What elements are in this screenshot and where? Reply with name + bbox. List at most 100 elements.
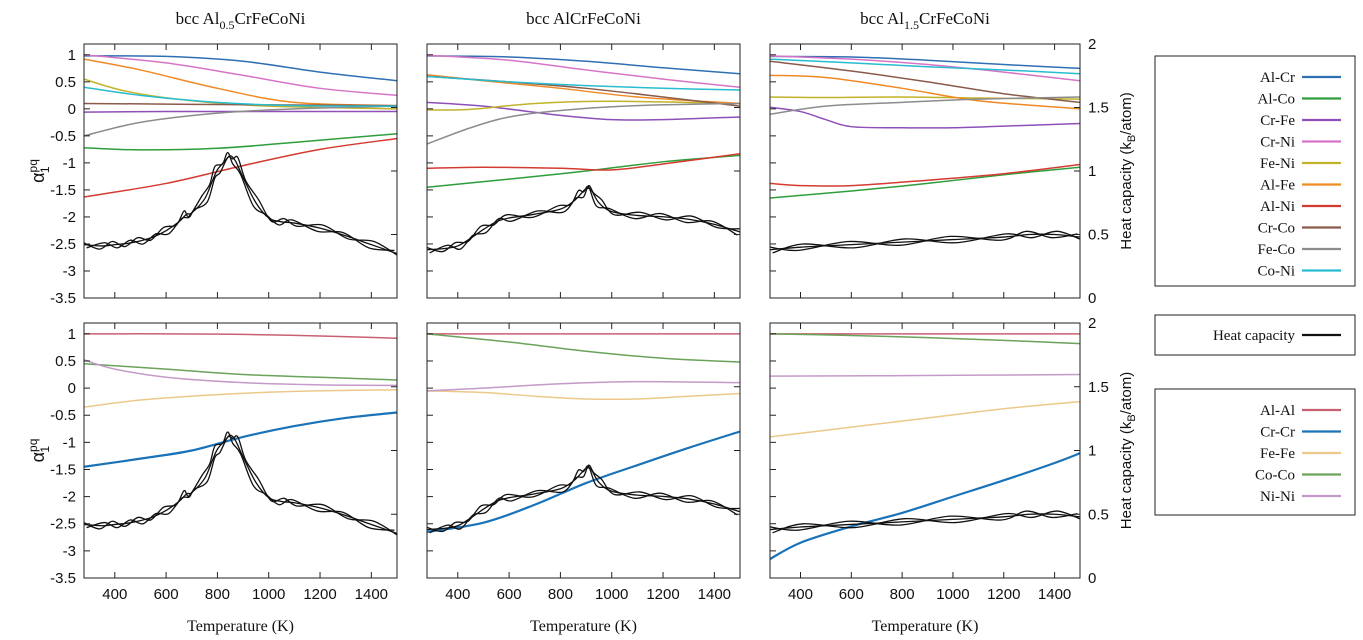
y-tick-label: 1	[68, 47, 76, 64]
legend-heat-capacity: Heat capacity	[1154, 314, 1356, 356]
plot-frame	[426, 322, 741, 579]
series-line-al-cr	[770, 55, 1080, 70]
series-line-cr-co	[770, 60, 1080, 104]
panel-6: 400 600 800 1000 1200 1400 2 1.5 1 0.5 0 Temperatur…	[769, 315, 1109, 635]
series-line-al-co	[427, 154, 740, 188]
heat-capacity-line	[86, 435, 397, 536]
series-line-co-ni	[427, 75, 740, 91]
legend-label: Ni-Ni	[1260, 489, 1295, 505]
series-line-al-fe	[84, 58, 397, 107]
panel-2: bcc AlCrFeCoNi	[426, 9, 741, 299]
x-axis-label: Temperature (K)	[872, 618, 979, 635]
y2-tick-label: 0	[1088, 290, 1096, 307]
series-line-al-al	[84, 333, 397, 339]
x-tick-label: 1400	[698, 586, 731, 603]
panel-5: 400 600 800 1000 1200 1400 Temperature (K)	[426, 322, 741, 635]
y-tick-label: -1.5	[50, 461, 76, 478]
y-axis-label: αpq1	[26, 439, 52, 463]
x-tick-label: 1000	[595, 586, 628, 603]
x-tick-label: 1000	[936, 586, 969, 603]
series-line-cr-ni	[770, 55, 1080, 82]
plot-frame	[769, 322, 1081, 579]
series-line-fe-co	[427, 102, 740, 145]
panel-title: bcc Al0.5CrFeCoNi	[176, 9, 306, 32]
legend-label: Heat capacity	[1213, 328, 1296, 344]
y-tick-label: -2	[63, 489, 76, 506]
series-line-ni-ni	[770, 373, 1080, 377]
series-line-cr-cr	[84, 411, 397, 468]
x-axis-label: Temperature (K)	[187, 618, 294, 635]
y-tick-label: -1	[63, 155, 76, 172]
series-line-al-co	[84, 132, 397, 151]
series-group	[427, 54, 740, 254]
y-tick-label: -3.5	[50, 570, 76, 587]
series-line-cr-cr	[427, 430, 740, 533]
heat-capacity-line	[84, 155, 397, 255]
legend-label: Al-Cr	[1260, 70, 1295, 86]
x-tick-label: 800	[205, 586, 230, 603]
y2-tick-label: 2	[1088, 315, 1096, 332]
series-group	[84, 333, 397, 536]
x-tick-label: 1400	[1038, 586, 1071, 603]
series-line-co-ni	[84, 86, 397, 107]
series-line-ni-ni	[427, 380, 740, 392]
y-tick-label: 0.5	[55, 353, 76, 370]
y-tick-label: -0.5	[50, 128, 76, 145]
right-y-axis-label: Heat capacity (kB/atom)	[1118, 92, 1138, 249]
series-line-fe-fe	[770, 400, 1080, 438]
panel-1: 1 0.5 0 -0.5 -1 -1.5 -2 -2.5 -3 -3.5 bcc Al0.5CrFe…	[26, 9, 398, 307]
series-line-co-co	[84, 362, 397, 381]
x-tick-label: 1000	[252, 586, 285, 603]
heat-capacity-line	[427, 185, 738, 253]
legend-label: Al-Al	[1260, 403, 1295, 419]
heat-capacity-line	[84, 151, 395, 252]
y-tick-label: 1	[68, 326, 76, 343]
legend-label: Fe-Fe	[1260, 446, 1295, 462]
series-line-cr-ni	[427, 54, 740, 88]
x-tick-label: 600	[497, 586, 522, 603]
legend-frame	[1154, 55, 1356, 287]
x-tick-label: 1200	[303, 586, 336, 603]
x-axis-label: Temperature (K)	[530, 618, 637, 635]
legend-label: Cr-Ni	[1260, 135, 1295, 151]
heat-capacity-line	[427, 465, 738, 533]
heat-capacity-line	[772, 510, 1080, 534]
y2-tick-label: 0.5	[1088, 227, 1109, 244]
legend-label: Co-Co	[1255, 468, 1295, 484]
series-line-al-ni	[427, 152, 740, 171]
heat-capacity-line	[770, 230, 1078, 252]
legend-label: Fe-Co	[1258, 242, 1296, 258]
y-tick-label: 0.5	[55, 74, 76, 91]
legend-label: Cr-Cr	[1260, 425, 1295, 441]
series-line-co-ni	[770, 58, 1080, 75]
series-line-al-fe	[770, 74, 1080, 110]
x-tick-label: 1200	[987, 586, 1020, 603]
x-tick-label: 400	[102, 586, 127, 603]
panel-title: bcc AlCrFeCoNi	[526, 9, 641, 28]
heat-capacity-line	[84, 434, 397, 534]
x-tick-label: 600	[154, 586, 179, 603]
heat-capacity-line	[86, 155, 397, 256]
series-line-al-ni	[770, 163, 1080, 187]
series-group	[770, 333, 1080, 560]
x-tick-label: 800	[890, 586, 915, 603]
y-tick-label: 0	[68, 101, 76, 118]
heat-capacity-line	[429, 184, 740, 254]
series-line-cr-fe	[770, 106, 1080, 129]
x-tick-label: 400	[788, 586, 813, 603]
series-line-fe-fe	[427, 390, 740, 401]
panel-title: bcc Al1.5CrFeCoNi	[860, 9, 990, 32]
series-line-fe-fe	[84, 388, 397, 408]
y2-tick-label: 0.5	[1088, 506, 1109, 523]
x-tick-label: 1200	[646, 586, 679, 603]
x-tick-label: 600	[839, 586, 864, 603]
y-tick-label: -1.5	[50, 182, 76, 199]
x-tick-label: 800	[548, 586, 573, 603]
y-axis-label: αpq1	[26, 159, 52, 183]
y-tick-label: -2	[63, 209, 76, 226]
series-line-fe-co	[84, 105, 397, 137]
series-line-cr-fe	[84, 110, 397, 113]
right-y-axis-label: Heat capacity (kB/atom)	[1118, 372, 1138, 529]
y-tick-label: 0	[68, 380, 76, 397]
